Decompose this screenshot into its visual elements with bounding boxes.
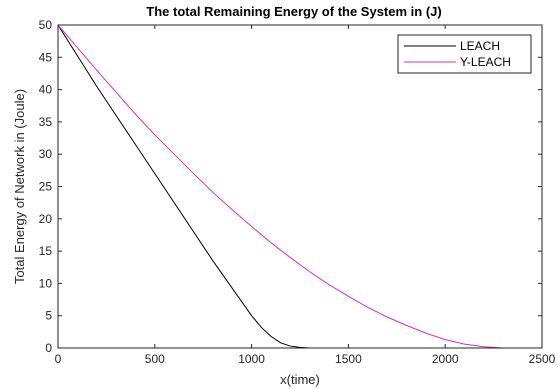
y-tick-label: 30 — [39, 147, 53, 161]
axis-ticks: 0 500 1000 1500 2000 2500 0 5 10 15 20 25 30 35 40 45 50 — [39, 18, 556, 366]
x-axis-label: x(time) — [280, 372, 320, 387]
y-tick-label: 20 — [39, 212, 53, 226]
x-tick-label: 500 — [145, 352, 165, 366]
x-tick-label: 1500 — [335, 352, 362, 366]
y-tick-label: 15 — [39, 244, 53, 258]
y-tick-label: 25 — [39, 180, 53, 194]
y-tick-label: 0 — [45, 341, 52, 355]
y-axis-label: Total Energy of Network in (Joule) — [12, 89, 27, 284]
y-tick-label: 45 — [39, 50, 53, 64]
x-tick-label: 1000 — [238, 352, 265, 366]
y-tick-label: 40 — [39, 83, 53, 97]
plot-area — [58, 25, 542, 348]
x-tick-label: 0 — [55, 352, 62, 366]
y-tick-label: 5 — [45, 309, 52, 323]
legend: LEACH Y-LEACH — [397, 34, 532, 74]
legend-label: Y-LEACH — [460, 55, 511, 69]
y-tick-label: 35 — [39, 115, 53, 129]
x-tick-label: 2500 — [529, 352, 556, 366]
y-tick-label: 10 — [39, 276, 53, 290]
chart-title: The total Remaining Energy of the System… — [146, 4, 441, 19]
y-tick-label: 50 — [39, 18, 53, 32]
legend-box — [397, 34, 532, 74]
legend-label: LEACH — [460, 39, 500, 53]
x-tick-label: 2000 — [432, 352, 459, 366]
series-line-y-leach — [57, 24, 542, 349]
